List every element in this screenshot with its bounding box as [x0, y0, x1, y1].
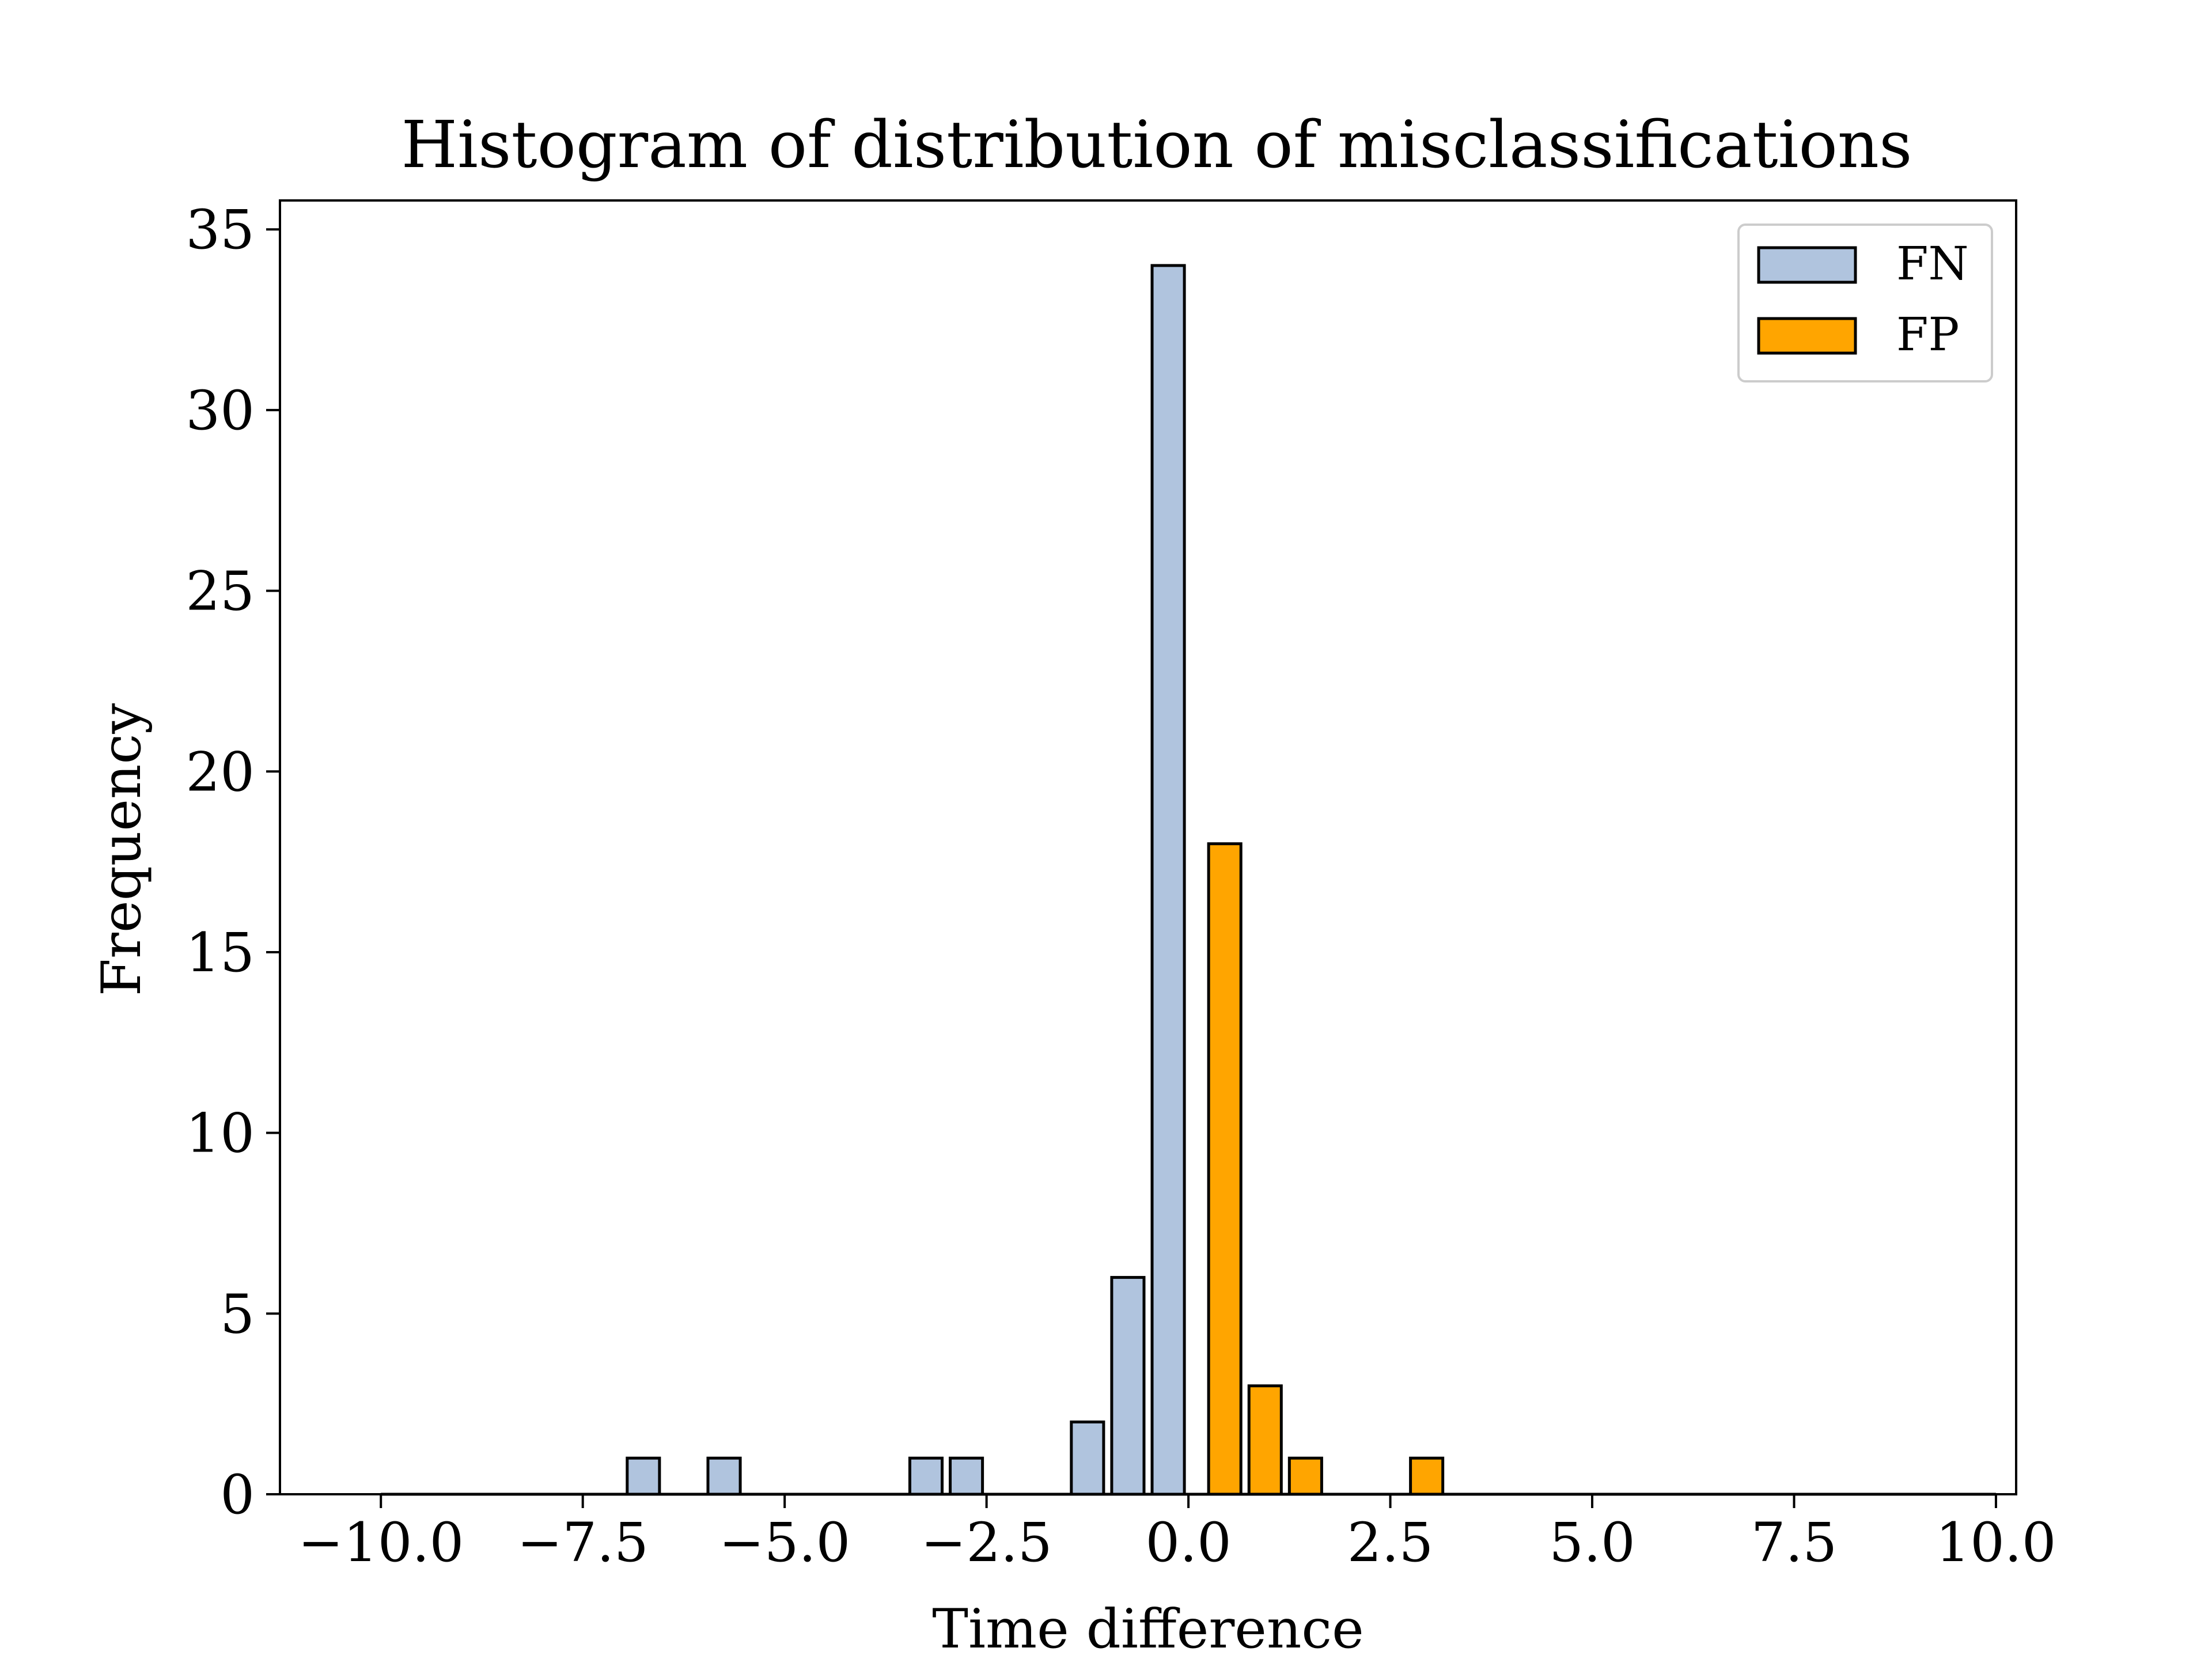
x-tick-label: 7.5	[1751, 1512, 1838, 1574]
bar-fn-1	[706, 1456, 742, 1496]
bar-fp-0	[1207, 842, 1243, 1496]
legend-swatch-fp	[1757, 317, 1857, 355]
x-tick-label: −5.0	[719, 1512, 850, 1574]
bar-fn-0	[626, 1456, 661, 1496]
bar-fp-1	[1247, 1384, 1283, 1496]
bar-fn-2	[908, 1456, 944, 1496]
y-tick-label: 0	[220, 1464, 255, 1527]
y-tick-label: 35	[185, 199, 255, 262]
bar-fp-2	[1287, 1456, 1323, 1496]
x-tick-label: 10.0	[1936, 1512, 2056, 1574]
legend-label-fp: FP	[1896, 308, 1959, 361]
y-axis-ticks: 0 5 10 15 20 25 30 35	[185, 199, 280, 1527]
bar-fn-4	[1070, 1421, 1105, 1496]
x-axis-ticks: −10.0 −7.5 −5.0 −2.5 0.0 2.5 5.0 7.5 10.0	[298, 1494, 2056, 1574]
y-tick-label: 25	[185, 560, 255, 623]
legend-label-fn: FN	[1896, 237, 1969, 290]
x-axis-label: Time difference	[932, 1598, 1363, 1659]
x-tick-label: 5.0	[1549, 1512, 1635, 1574]
bars-group	[626, 264, 1445, 1496]
chart-title: Histogram of distribution of misclassifi…	[401, 108, 1912, 183]
x-tick-label: 0.0	[1145, 1512, 1232, 1574]
bar-fn-3	[949, 1456, 984, 1496]
bar-fn-6	[1150, 264, 1186, 1496]
x-tick-label: 2.5	[1347, 1512, 1434, 1574]
plot-frame	[279, 199, 2017, 1495]
y-tick-label: 20	[185, 741, 255, 804]
x-tick-label: −7.5	[517, 1512, 649, 1574]
bar-fp-3	[1409, 1456, 1445, 1496]
y-tick-label: 15	[185, 922, 255, 984]
legend-swatch-fn	[1757, 246, 1857, 284]
y-tick-label: 30	[185, 380, 255, 442]
legend: FN FP	[1737, 224, 1993, 382]
y-tick-label: 10	[185, 1103, 255, 1165]
plot-area	[279, 199, 2017, 1496]
y-tick-label: 5	[220, 1283, 255, 1346]
x-tick-label: −10.0	[298, 1512, 464, 1574]
y-axis-label: Frequency	[90, 703, 153, 996]
bar-fn-5	[1110, 1276, 1146, 1496]
x-tick-label: −2.5	[921, 1512, 1052, 1574]
